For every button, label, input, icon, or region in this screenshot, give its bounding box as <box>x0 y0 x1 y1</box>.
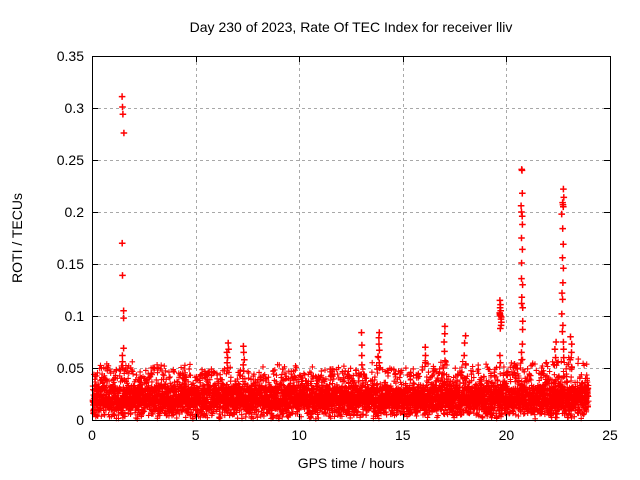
band-data-points <box>89 354 592 422</box>
x-tick-label: 25 <box>602 427 618 443</box>
chart-title: Day 230 of 2023, Rate Of TEC Index for r… <box>189 19 513 35</box>
x-axis-label: GPS time / hours <box>297 455 405 471</box>
y-tick-label: 0.2 <box>64 204 84 220</box>
y-tick-label: 0.3 <box>64 100 84 116</box>
x-tick-label: 5 <box>191 427 200 443</box>
y-tick-label: 0 <box>76 412 84 428</box>
spike-data-points <box>118 93 575 375</box>
x-tick-label: 15 <box>395 427 411 443</box>
y-tick-label: 0.05 <box>56 360 84 376</box>
y-tick-label: 0.25 <box>56 152 84 168</box>
x-tick-label: 0 <box>88 427 96 443</box>
plot-border <box>92 56 611 421</box>
y-tick-label: 0.15 <box>56 256 84 272</box>
x-tick-label: 10 <box>291 427 307 443</box>
x-tick-label: 20 <box>498 427 515 443</box>
y-tick-label: 0.35 <box>56 48 84 64</box>
y-tick-label: 0.1 <box>64 308 84 324</box>
